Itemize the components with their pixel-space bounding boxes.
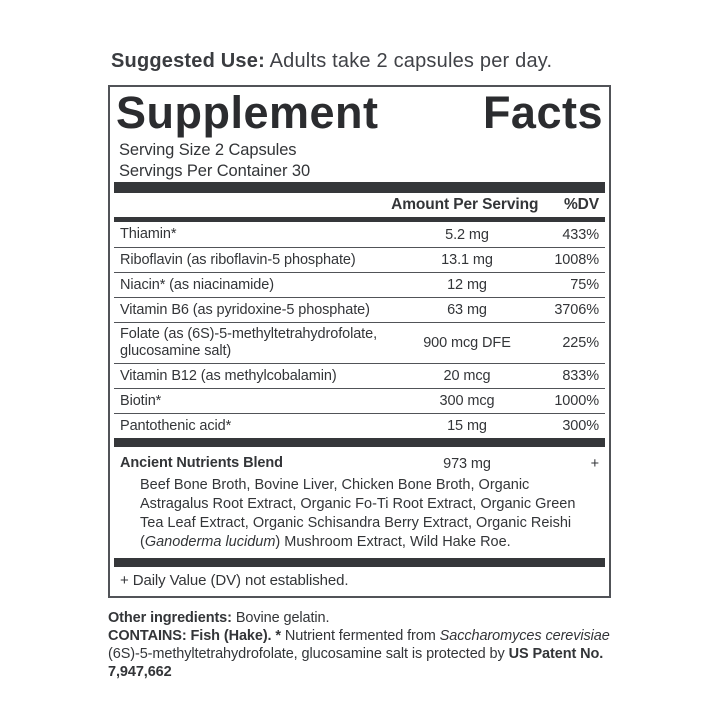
table-row: Folate (as (6S)-5-methyltetrahydrofolate… (114, 322, 605, 363)
servings-per-container: Servings Per Container 30 (119, 162, 311, 180)
suggested-use-text: Adults take 2 capsules per day. (269, 50, 553, 72)
blend-ingredients-text: Beef Bone Broth, Bovine Liver, Chicken B… (140, 477, 576, 550)
nutrient-dv: 225% (562, 335, 599, 351)
suggested-use-line: Suggested Use: Adults take 2 capsules pe… (111, 50, 611, 73)
panel-title: Supplement Facts (116, 87, 603, 138)
table-row: Vitamin B6 (as pyridoxine-5 phosphate) 6… (114, 297, 605, 322)
table-row: Biotin* 300 mcg 1000% (114, 388, 605, 413)
blend-ingredients-latin-name: Ganoderma lucidum (144, 534, 276, 550)
nutrient-amount: 13.1 mg (441, 252, 493, 268)
patent-line: (6S)-5-methyltetrahydrofolate, glucosami… (108, 645, 630, 681)
table-row: Pantothenic acid* 15 mg 300% (114, 413, 605, 438)
nutrient-dv: 3706% (554, 302, 599, 318)
contains-label: CONTAINS: Fish (Hake). * (108, 628, 281, 644)
blend-ingredients: Beef Bone Broth, Bovine Liver, Chicken B… (140, 476, 595, 552)
table-row: Thiamin* 5.2 mg 433% (114, 222, 605, 247)
nutrient-amount: 300 mcg (439, 393, 495, 409)
table-header-spacer (120, 202, 391, 208)
nutrient-amount: 5.2 mg (445, 226, 489, 243)
table-row: Vitamin B12 (as methylcobalamin) 20 mcg … (114, 363, 605, 388)
label-footer: Other ingredients: Bovine gelatin. CONTA… (108, 609, 630, 681)
dv-header: %DV (563, 196, 599, 213)
amount-per-serving-header: Amount Per Serving (391, 196, 539, 213)
nutrient-dv: 833% (562, 368, 599, 384)
nutrient-dv: 300% (562, 418, 599, 434)
nutrient-amount: 900 mcg DFE (423, 335, 511, 351)
nutrient-dv: 1008% (554, 252, 599, 268)
serving-size: Serving Size 2 Capsules (119, 141, 297, 159)
nutrient-name: Thiamin* (120, 226, 177, 242)
table-header-row: Amount Per Serving %DV (114, 193, 605, 217)
nutrient-rows: Thiamin* 5.2 mg 433% Riboflavin (as ribo… (114, 222, 605, 438)
patent-number: US Patent No. 7,947,662 (108, 646, 604, 680)
nutrient-amount: 12 mg (447, 277, 487, 293)
nutrient-amount: 15 mg (447, 418, 487, 434)
divider-heavy-blend (114, 438, 605, 447)
nutrient-amount: 20 mcg (443, 368, 491, 384)
nutrient-name: Folate (as (6S)-5-methyltetrahydrofolate… (120, 326, 378, 359)
dv-footnote: + Daily Value (DV) not established. (120, 572, 349, 589)
table-row: Riboflavin (as riboflavin-5 phosphate) 1… (114, 247, 605, 272)
nutrient-name: Vitamin B6 (as pyridoxine-5 phosphate) (120, 301, 370, 318)
nutrient-dv: 433% (562, 226, 599, 243)
contains-text: Nutrient fermented from (284, 628, 436, 644)
divider-heavy-top (114, 182, 605, 193)
other-ingredients-label: Other ingredients: (108, 610, 232, 626)
label-content: Suggested Use: Adults take 2 capsules pe… (108, 50, 611, 681)
divider-header-rule (114, 217, 605, 222)
nutrient-dv: 75% (570, 277, 599, 293)
nutrient-name: Riboflavin (as riboflavin-5 phosphate) (120, 251, 356, 268)
patent-text: (6S)-5-methyltetrahydrofolate, glucosami… (108, 646, 505, 662)
blend-ingredients-text-end: ) Mushroom Extract, Wild Hake Roe. (275, 534, 511, 550)
blend-dv: + (590, 455, 599, 472)
supplement-facts-panel: Supplement Facts Serving Size 2 Capsules… (108, 85, 611, 598)
nutrient-name: Biotin* (120, 392, 162, 409)
other-ingredients-line: Other ingredients: Bovine gelatin. (108, 609, 630, 627)
table-row: Niacin* (as niacinamide) 12 mg 75% (114, 272, 605, 297)
contains-line: CONTAINS: Fish (Hake). * Nutrient fermen… (108, 627, 630, 645)
divider-heavy-footnote (114, 558, 605, 567)
suggested-use-label: Suggested Use: (111, 50, 265, 72)
nutrient-amount: 63 mg (447, 302, 487, 318)
nutrient-dv: 1000% (554, 393, 599, 409)
nutrient-name: Niacin* (as niacinamide) (120, 276, 274, 293)
nutrient-name: Pantothenic acid* (120, 417, 232, 434)
contains-latin-name: Saccharomyces cerevisiae (439, 628, 610, 644)
blend-amount: 973 mg (443, 455, 491, 472)
nutrient-name: Vitamin B12 (as methylcobalamin) (120, 367, 337, 384)
blend-row: Ancient Nutrients Blend 973 mg + (114, 447, 605, 475)
blend-name: Ancient Nutrients Blend (120, 455, 283, 471)
other-ingredients-text: Bovine gelatin. (235, 610, 330, 626)
